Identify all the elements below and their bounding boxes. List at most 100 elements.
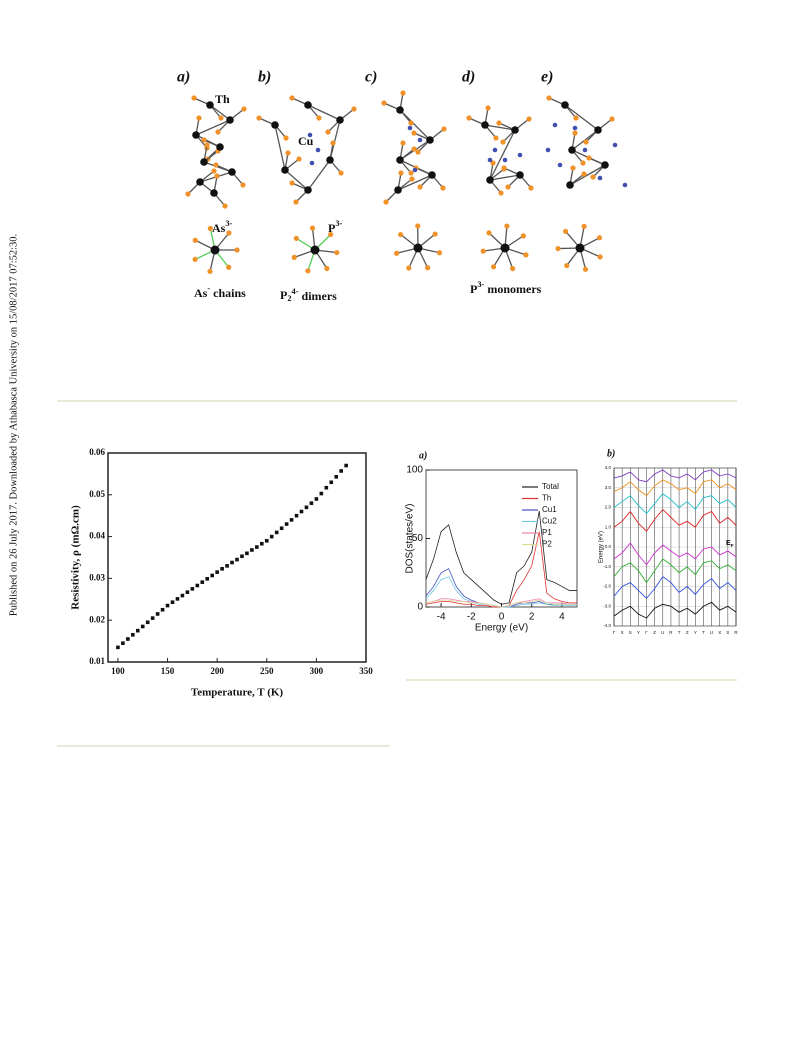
chart: 0 50 100 -4 -2 0 2 4 Energy (eV) DOS(states/eV) a)… (405, 450, 578, 634)
y-tick-label: 0.03 (89, 572, 105, 582)
x-tick-label: Y (694, 630, 697, 635)
atom (511, 126, 519, 134)
y-tick-label: 0.0 (605, 544, 612, 549)
atom (568, 146, 576, 154)
atom (216, 143, 224, 151)
data-point (240, 554, 244, 559)
atom (408, 170, 414, 176)
atom (516, 171, 524, 179)
data-point (279, 526, 284, 531)
plot-frame (107, 452, 367, 663)
x-tick-label: X (621, 630, 624, 635)
x-tick-label: 250 (260, 666, 274, 676)
atom (226, 230, 232, 236)
x-tick-label: S (629, 630, 632, 635)
text-part: E (726, 540, 731, 547)
atom (564, 262, 570, 269)
atom (492, 147, 498, 153)
data-point (116, 645, 120, 650)
text-part: P (280, 288, 287, 302)
atom (191, 95, 197, 101)
data-point (294, 513, 299, 518)
data-point (260, 541, 264, 546)
x-tick-label: R (734, 630, 738, 635)
atom (590, 174, 596, 180)
text-part: As (212, 221, 226, 235)
data-point (245, 551, 249, 556)
atom (586, 155, 592, 161)
atom (480, 248, 486, 254)
x-tick-label: T (678, 630, 681, 635)
atom (485, 105, 491, 111)
data-point (126, 637, 130, 641)
atom (204, 142, 210, 148)
atom (210, 189, 218, 197)
atom (526, 116, 532, 122)
bond (284, 169, 309, 191)
atom (493, 135, 499, 141)
atom (575, 243, 585, 253)
text-part: 3- (335, 219, 342, 228)
data-point (255, 545, 259, 549)
atom (315, 147, 321, 153)
atom (241, 106, 247, 112)
panel-label: b) (258, 69, 271, 86)
atom (546, 95, 552, 101)
atom (327, 231, 334, 238)
atom (597, 254, 603, 260)
data-point (264, 538, 269, 543)
y-tick-label: -3.0 (603, 603, 611, 608)
x-tick-label: U (710, 630, 713, 635)
atom (583, 139, 589, 145)
atom (622, 182, 628, 188)
atom-label: P3- (328, 219, 343, 235)
data-point (165, 603, 170, 608)
bond (274, 124, 286, 171)
series-line (425, 599, 577, 608)
x-tick-label: Z (653, 630, 656, 635)
atom (336, 116, 344, 124)
data-point (140, 624, 145, 629)
atom (271, 121, 279, 129)
atom (581, 171, 587, 177)
bond (307, 159, 331, 191)
series-line (613, 493, 737, 515)
atom (573, 115, 579, 121)
x-tick-label: R (669, 630, 673, 635)
atom (563, 228, 569, 234)
bond (489, 129, 516, 181)
data-point (200, 580, 205, 584)
atom (408, 120, 414, 126)
atom (520, 233, 526, 239)
data-point (215, 570, 219, 574)
atom (310, 245, 320, 255)
data-point (324, 485, 329, 490)
x-tick-label: 350 (359, 666, 373, 676)
data-point (304, 505, 309, 510)
y-tick-label: 0.05 (89, 489, 105, 499)
atom (486, 230, 492, 236)
y-tick-label: 1.0 (605, 524, 612, 529)
text-part: 4- (292, 287, 299, 296)
atom (432, 231, 438, 237)
x-axis-label: Temperature, T (K) (191, 687, 284, 699)
atom (324, 265, 330, 272)
atom (426, 136, 434, 144)
x-tick-label: 0 (499, 612, 505, 623)
atom (334, 249, 340, 256)
atom (228, 168, 236, 176)
data-point (269, 534, 274, 539)
data-point (339, 469, 343, 473)
atom-label: Th (215, 92, 230, 106)
data-point (220, 566, 224, 571)
atom (572, 125, 578, 131)
bond (307, 104, 341, 121)
atom (428, 171, 436, 179)
y-tick-label: 0 (417, 602, 423, 613)
x-axis-label: Energy (eV) (475, 623, 528, 634)
data-point (190, 587, 195, 591)
data-point (344, 463, 348, 468)
x-tick-label: Γ (613, 630, 616, 635)
